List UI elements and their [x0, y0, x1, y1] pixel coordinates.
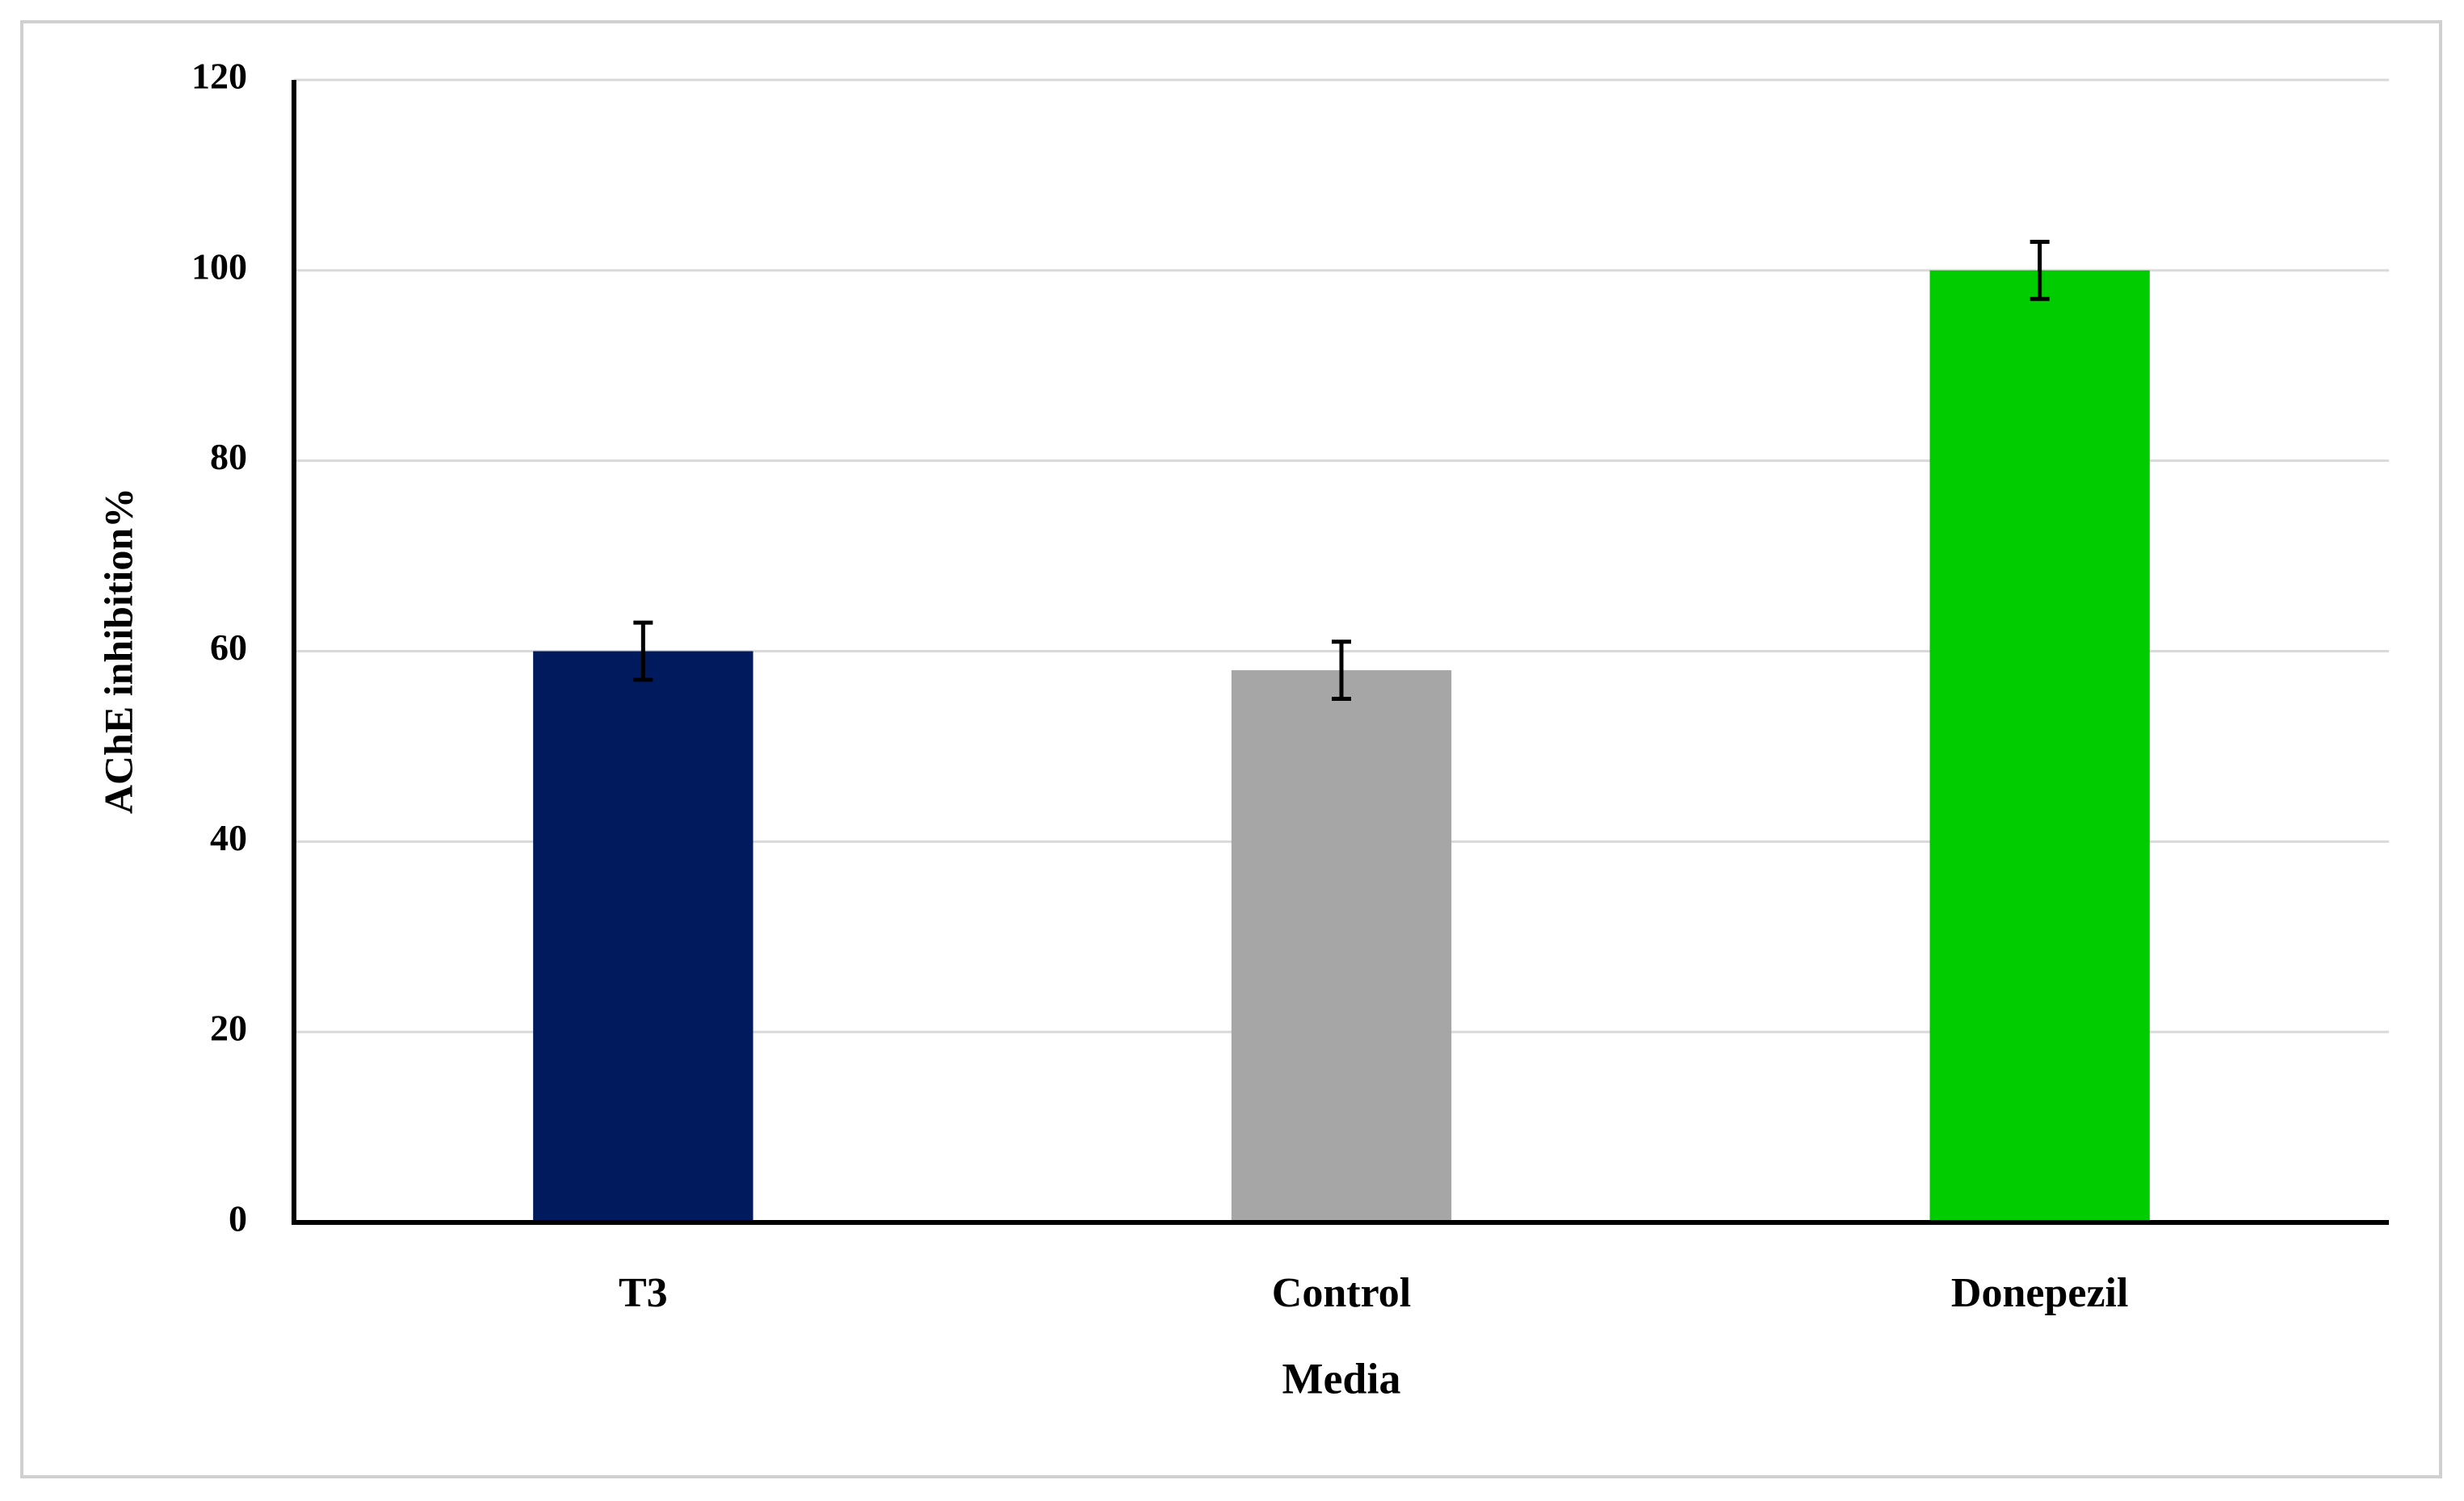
y-tick-label: 60	[210, 627, 247, 668]
y-tick-label: 0	[229, 1198, 247, 1239]
x-tick-label: T3	[619, 1270, 668, 1316]
y-tick-label: 100	[191, 245, 247, 287]
error-bar	[1332, 639, 1351, 701]
chart-frame	[20, 20, 2442, 1478]
y-axis-title: AChE inhibition%	[95, 488, 141, 814]
x-axis-title: Media	[1282, 1354, 1401, 1402]
y-tick-label: 80	[210, 436, 247, 477]
y-tick-label: 20	[210, 1008, 247, 1049]
error-bar	[2030, 239, 2050, 301]
x-tick-label: Donepezil	[1951, 1270, 2129, 1316]
y-tick-label: 120	[191, 56, 247, 97]
y-tick-label: 40	[210, 817, 247, 858]
bar	[533, 651, 753, 1222]
bar	[1929, 270, 2150, 1222]
x-tick-label: Control	[1272, 1270, 1411, 1316]
bar	[1231, 670, 1452, 1222]
error-bar	[633, 620, 653, 682]
